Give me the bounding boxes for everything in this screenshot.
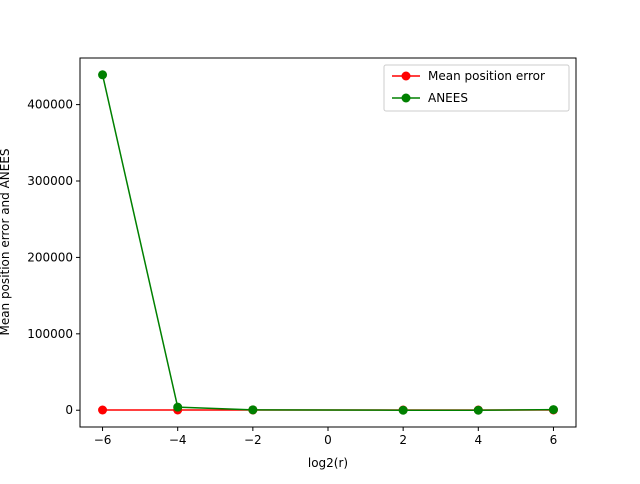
series-1-point	[248, 405, 258, 415]
y-tick-label: 0	[65, 403, 73, 417]
series-0-point	[98, 405, 108, 415]
legend-marker	[401, 93, 411, 103]
y-tick-label: 200000	[27, 250, 73, 264]
legend-label: Mean position error	[428, 69, 545, 83]
legend: Mean position error ANEES	[383, 64, 570, 112]
x-tick-label: 0	[324, 433, 332, 447]
series-layer	[98, 70, 558, 415]
y-axis: 0 100000 200000 300000 400000	[27, 98, 80, 417]
legend-box	[383, 64, 570, 112]
x-axis: −6 −4 −2 0 2 4 6	[94, 427, 558, 447]
x-tick-label: −2	[244, 433, 262, 447]
y-tick-label: 300000	[27, 174, 73, 188]
series-1-point	[473, 405, 483, 415]
legend-marker	[401, 71, 411, 81]
plot-background	[80, 58, 576, 427]
y-axis-label: Mean position error and ANEES	[0, 148, 12, 335]
x-tick-label: −6	[94, 433, 112, 447]
x-axis-label: log2(r)	[308, 456, 348, 470]
series-1-point	[98, 70, 108, 80]
series-1-point	[398, 405, 408, 415]
x-tick-label: −4	[169, 433, 187, 447]
y-tick-label: 100000	[27, 327, 73, 341]
x-tick-label: 6	[550, 433, 558, 447]
x-tick-label: 4	[474, 433, 482, 447]
y-tick-label: 400000	[27, 98, 73, 112]
series-line-1	[101, 74, 554, 411]
series-1-point	[173, 402, 183, 412]
x-tick-label: 2	[399, 433, 407, 447]
series-1-point	[548, 405, 558, 415]
legend-label: ANEES	[428, 91, 468, 105]
